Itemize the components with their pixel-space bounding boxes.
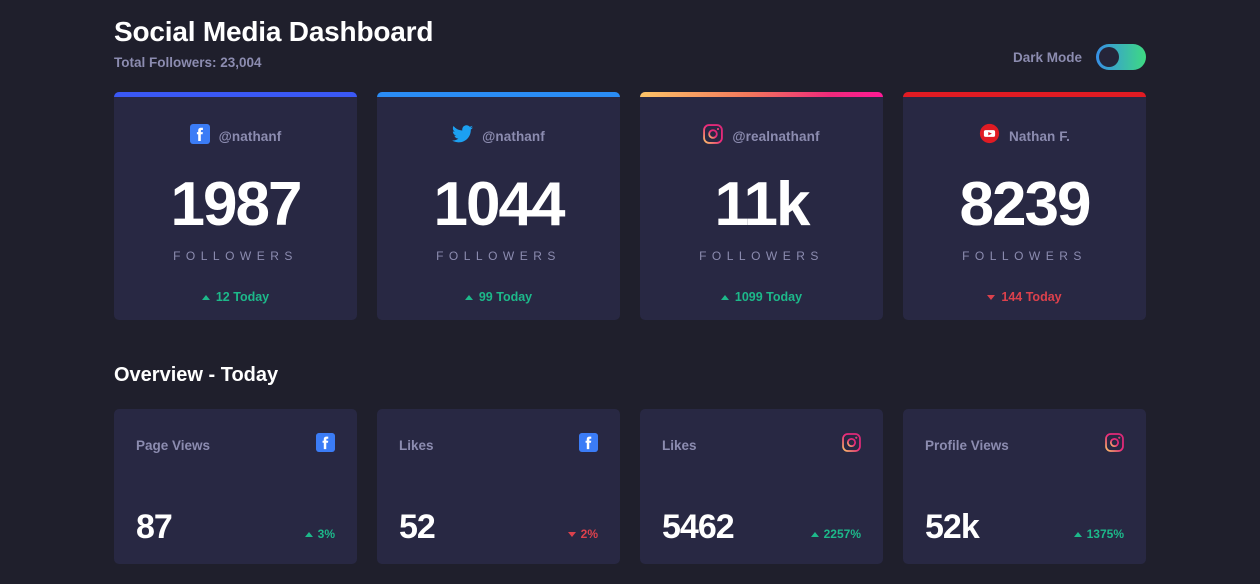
stat-card-twitter[interactable]: @nathanf 1044 FOLLOWERS 99 Today — [377, 92, 620, 320]
handle-row: @realnathanf — [703, 123, 820, 149]
stat-followers-label: FOLLOWERS — [962, 249, 1087, 263]
triangle-up-icon — [304, 531, 313, 537]
triangle-down-icon — [567, 531, 576, 537]
stat-count: 8239 — [959, 170, 1092, 239]
facebook-icon — [316, 433, 335, 457]
overview-card-profile-views-instagram[interactable]: Profile Views — [903, 409, 1146, 564]
stat-delta-value: 12 Today — [215, 290, 270, 304]
overview-card-header: Likes — [662, 433, 861, 457]
twitter-icon — [452, 124, 474, 148]
overview-card-page-views-facebook[interactable]: Page Views 87 3% — [114, 409, 357, 564]
stat-delta: 12 Today — [201, 290, 270, 304]
dark-mode-label: Dark Mode — [1012, 49, 1082, 65]
stat-count: 1987 — [170, 170, 303, 239]
stat-followers-label: FOLLOWERS — [173, 249, 298, 263]
overview-card-label: Likes — [399, 437, 434, 453]
stat-card-instagram[interactable]: @realnathanf 11k FOLLOWERS 1099 Today — [640, 92, 883, 320]
overview-card-delta: 2% — [567, 527, 598, 544]
overview-card-delta: 3% — [304, 527, 335, 544]
overview-card-body: 52k 1375% — [925, 510, 1124, 544]
overview-card-body: 87 3% — [136, 510, 335, 544]
overview-card-delta-value: 1375% — [1086, 527, 1124, 541]
overview-card-body: 5462 2257% — [662, 510, 861, 544]
stat-handle: Nathan F. — [1009, 128, 1070, 144]
instagram-icon — [1105, 433, 1124, 457]
accent-bar-youtube — [903, 92, 1146, 97]
follower-stat-grid: @nathanf 1987 FOLLOWERS 12 Today @nathan… — [114, 92, 1146, 320]
overview-card-likes-facebook[interactable]: Likes 52 2% — [377, 409, 620, 564]
overview-card-header: Page Views — [136, 433, 335, 457]
triangle-up-icon — [1073, 531, 1082, 537]
overview-card-delta-value: 3% — [317, 527, 335, 541]
overview-card-value: 52k — [925, 508, 980, 546]
stat-delta: 99 Today — [464, 290, 533, 304]
stat-card-facebook[interactable]: @nathanf 1987 FOLLOWERS 12 Today — [114, 92, 357, 320]
facebook-icon — [579, 433, 598, 457]
triangle-up-icon — [201, 294, 210, 300]
facebook-icon — [189, 123, 210, 149]
overview-card-header: Profile Views — [925, 433, 1124, 457]
stat-delta: 1099 Today — [720, 290, 803, 304]
page-title: Social Media Dashboard — [114, 16, 434, 47]
overview-card-value: 87 — [136, 508, 173, 546]
instagram-icon — [703, 123, 724, 149]
stat-delta-value: 99 Today — [478, 290, 533, 304]
stat-handle: @realnathanf — [732, 128, 820, 144]
triangle-down-icon — [987, 294, 996, 300]
triangle-up-icon — [720, 294, 729, 300]
overview-card-delta-value: 2257% — [823, 527, 861, 541]
overview-card-value: 5462 — [662, 508, 735, 546]
handle-row: @nathanf — [189, 123, 282, 149]
overview-card-label: Likes — [662, 437, 697, 453]
overview-card-likes-instagram[interactable]: Likes — [640, 409, 883, 564]
stat-followers-label: FOLLOWERS — [699, 249, 824, 263]
stat-followers-label: FOLLOWERS — [436, 249, 561, 263]
stat-delta-value: 1099 Today — [734, 290, 803, 304]
total-followers-label: Total Followers: 23,004 — [114, 55, 262, 70]
stat-delta-value: 144 Today — [1001, 290, 1062, 304]
stat-count: 1044 — [433, 170, 566, 239]
dark-mode-control[interactable]: Dark Mode — [1013, 44, 1146, 70]
toggle-knob — [1099, 47, 1119, 67]
overview-card-header: Likes — [399, 433, 598, 457]
handle-row: Nathan F. — [979, 123, 1070, 149]
handle-row: @nathanf — [452, 124, 545, 148]
dashboard-header: Social Media Dashboard Total Followers: … — [114, 0, 1146, 70]
header-titles: Social Media Dashboard Total Followers: … — [114, 14, 433, 70]
overview-card-label: Profile Views — [925, 437, 1009, 453]
triangle-up-icon — [810, 531, 819, 537]
youtube-icon — [979, 123, 1000, 149]
stat-card-youtube[interactable]: Nathan F. 8239 FOLLOWERS 144 Today — [903, 92, 1146, 320]
stat-handle: @nathanf — [482, 128, 545, 144]
accent-bar-instagram — [640, 92, 883, 97]
accent-bar-twitter — [377, 92, 620, 97]
stat-count: 11k — [714, 170, 810, 239]
instagram-icon — [842, 433, 861, 457]
stat-handle: @nathanf — [218, 128, 282, 144]
dark-mode-toggle[interactable] — [1096, 44, 1146, 70]
overview-card-body: 52 2% — [399, 510, 598, 544]
overview-section-title: Overview - Today — [114, 364, 279, 386]
overview-card-delta: 2257% — [810, 527, 861, 544]
overview-card-delta-value: 2% — [580, 527, 598, 541]
triangle-up-icon — [464, 294, 473, 300]
overview-card-value: 52 — [399, 508, 436, 546]
stat-delta: 144 Today — [987, 290, 1062, 304]
overview-card-label: Page Views — [136, 437, 211, 453]
overview-card-delta: 1375% — [1073, 527, 1124, 544]
overview-grid: Page Views 87 3% Likes — [114, 409, 1146, 564]
accent-bar-facebook — [114, 92, 357, 97]
